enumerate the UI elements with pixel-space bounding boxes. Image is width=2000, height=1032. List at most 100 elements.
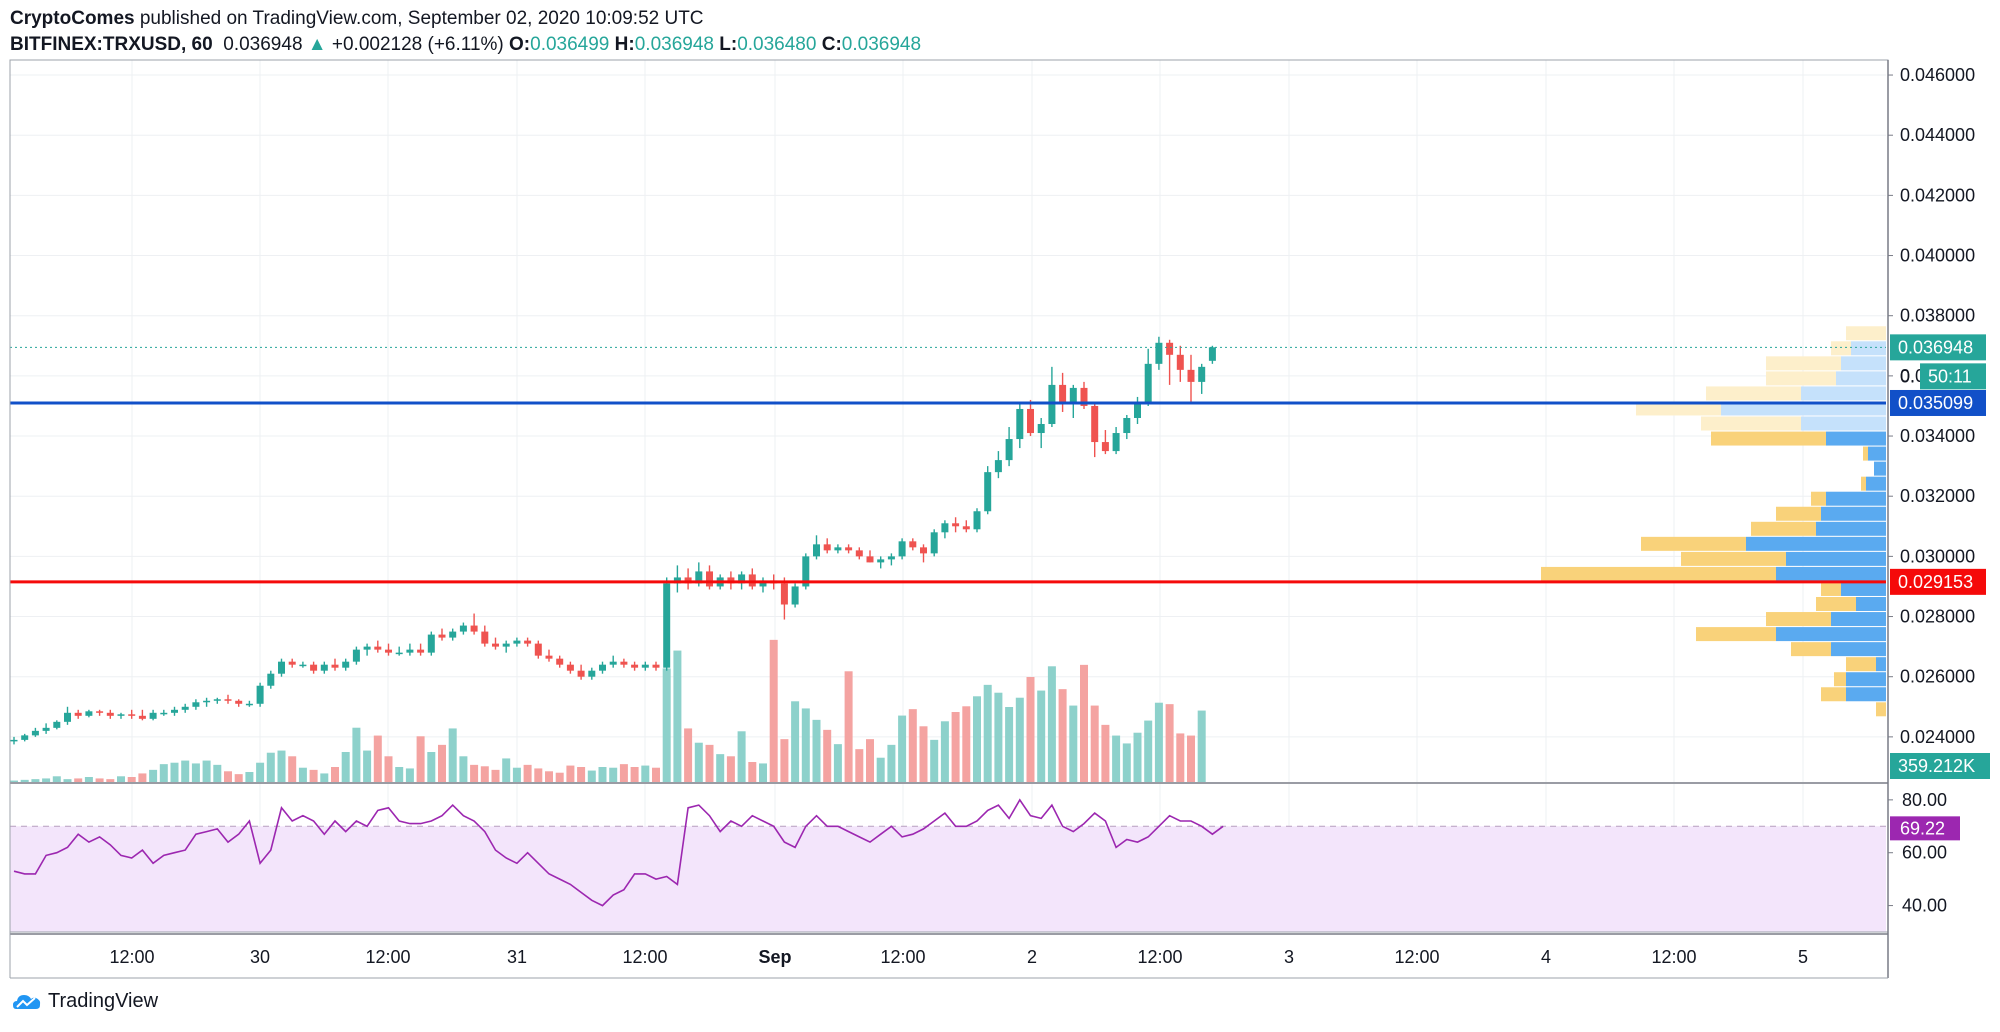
- partial-price-label: 0.: [1900, 366, 1915, 386]
- volume-bar: [427, 752, 436, 782]
- candle-body: [866, 556, 874, 563]
- last-price-label-bg: [1890, 334, 1986, 361]
- candle-body: [609, 661, 617, 665]
- rsi-axis[interactable]: 80.00 60.00 40.00: [1888, 790, 1947, 916]
- chart-header: CryptoComes published on TradingView.com…: [10, 6, 1990, 58]
- volume-bar: [759, 763, 767, 782]
- volume-bar: [320, 773, 329, 782]
- candle-body: [738, 574, 746, 584]
- candle-body: [556, 658, 564, 665]
- candle-body: [823, 544, 831, 551]
- candle-body: [663, 583, 671, 668]
- candle-body: [1198, 366, 1206, 382]
- rsi-band: [10, 826, 1886, 932]
- candle-body: [1176, 354, 1184, 370]
- volume-bar: [673, 650, 682, 782]
- candle-body: [74, 712, 82, 716]
- rsi-current-label: 69.22: [1900, 818, 1945, 838]
- volume-bar: [1122, 743, 1131, 782]
- candle-body: [438, 634, 446, 638]
- volume-profile-buy-row: [1841, 581, 1886, 596]
- volume-bar: [288, 756, 297, 782]
- support-price-label-bg: [1890, 568, 1986, 595]
- volume-bar: [331, 767, 339, 782]
- candle-body: [845, 547, 853, 551]
- candle-body: [855, 550, 863, 557]
- volume-bar: [1015, 697, 1024, 782]
- close-label: C:: [821, 34, 842, 55]
- candle-body: [149, 712, 157, 719]
- candle-body: [160, 712, 168, 715]
- price-axis[interactable]: 0.046000 0.044000 0.042000 0.040000 0.038000…: [1888, 65, 1975, 747]
- horizontal-lines: [10, 346, 1886, 584]
- volume-bar: [973, 696, 981, 782]
- volume-bar: [908, 709, 917, 782]
- volume-bar: [395, 767, 404, 782]
- volume-bar: [951, 712, 960, 782]
- volume-profile-sell-row: [1876, 702, 1886, 717]
- volume-profile-buy-row: [1831, 612, 1886, 627]
- volume-bar: [1037, 690, 1046, 782]
- candle-body: [588, 670, 596, 677]
- candle-body: [385, 649, 392, 653]
- volume-bar: [20, 779, 29, 782]
- candle-body: [310, 664, 318, 671]
- price-change: +0.002128 (+6.11%): [331, 34, 504, 55]
- candle-body: [887, 556, 895, 560]
- volume-bar: [138, 773, 147, 782]
- candle-body: [96, 711, 104, 713]
- candle-body: [898, 541, 906, 557]
- volume-bar: [491, 769, 500, 782]
- volume-bar: [887, 744, 896, 782]
- time-axis[interactable]: 12:00 30 12:00 31 12:00 Sep 12:00 2 12:00 3 12:00 4…: [109, 947, 1808, 967]
- symbol-label[interactable]: BITFINEX:TRXUSD, 60: [10, 34, 213, 55]
- time-tick-label: 4: [1541, 947, 1551, 967]
- volume-bar: [213, 764, 222, 782]
- volume-bar: [416, 736, 425, 782]
- candle-body: [1091, 405, 1099, 443]
- candle-body: [352, 649, 360, 662]
- high-value: 0.036948: [634, 34, 714, 55]
- tradingview-logo[interactable]: TradingView: [12, 990, 158, 1013]
- candle-body: [395, 652, 403, 655]
- candle-body: [759, 580, 767, 587]
- candle-body: [181, 706, 189, 710]
- volume-bar: [202, 760, 211, 782]
- volume-profile-sell-row: [1706, 386, 1801, 401]
- author-name[interactable]: CryptoComes: [10, 8, 135, 29]
- candle-body: [1080, 387, 1088, 406]
- volume-bar: [1165, 704, 1174, 782]
- tradingview-brand: TradingView: [48, 990, 159, 1012]
- candle-body: [941, 523, 949, 533]
- volume-bar: [726, 756, 735, 782]
- volume-bar: [1005, 707, 1014, 782]
- volume-profile-buy-row: [1801, 416, 1886, 431]
- candle-body: [652, 664, 660, 668]
- volume-bar: [919, 726, 928, 782]
- volume-bar: [587, 770, 596, 782]
- time-tick-label: 12:00: [1651, 947, 1696, 967]
- volume-bar: [876, 757, 885, 782]
- candle-body: [1187, 369, 1195, 382]
- time-tick-label: 2: [1027, 947, 1037, 967]
- time-tick-label: 5: [1798, 947, 1808, 967]
- candle-body: [620, 661, 628, 665]
- volume-bar: [448, 728, 457, 782]
- price-chart[interactable]: 0.046000 0.044000 0.042000 0.040000 0.038000…: [0, 0, 2000, 985]
- rsi-tick-label: 80.00: [1902, 790, 1947, 810]
- volume-bar: [170, 762, 179, 782]
- volume-bar: [149, 769, 158, 782]
- volume-bar: [652, 767, 660, 782]
- volume-bar: [1187, 735, 1195, 782]
- volume-profile-buy-row: [1776, 627, 1886, 642]
- price-tick-label: 0.024000: [1900, 727, 1975, 747]
- volume-bar: [84, 777, 93, 782]
- volume-bar: [63, 779, 72, 782]
- volume-bar: [812, 719, 821, 782]
- candle-body: [363, 646, 371, 650]
- volume-profile-buy-row: [1746, 536, 1886, 551]
- volume-bar: [117, 776, 125, 782]
- volume-profile-sell-row: [1541, 566, 1776, 581]
- volume-bar: [363, 750, 372, 782]
- volume-bar: [298, 767, 307, 782]
